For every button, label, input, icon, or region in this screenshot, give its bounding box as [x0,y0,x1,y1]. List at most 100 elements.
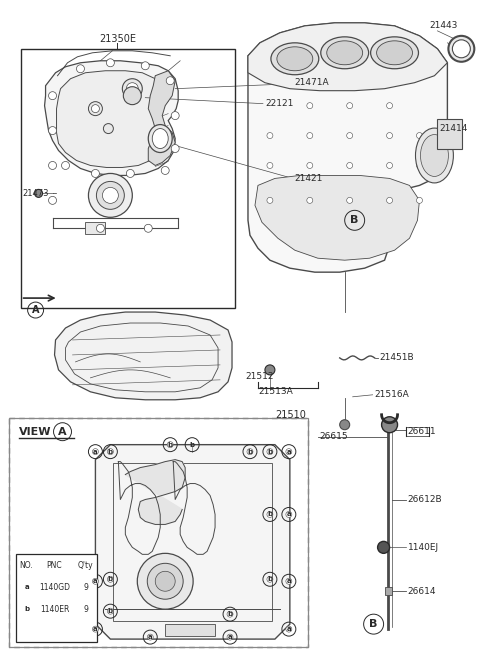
Text: 21421: 21421 [295,174,323,183]
Text: 21510: 21510 [275,410,306,420]
Circle shape [340,420,350,430]
Circle shape [76,65,84,73]
Circle shape [88,174,132,217]
Text: 26615: 26615 [320,432,348,441]
Text: A: A [32,305,39,315]
Circle shape [137,553,193,609]
Text: Q'ty: Q'ty [78,561,93,570]
Text: a: a [24,584,29,590]
Text: b: b [267,512,273,517]
Bar [165,624,215,636]
Text: B: B [350,215,359,225]
Text: 21512: 21512 [245,372,274,381]
Text: 26612B: 26612B [408,495,442,504]
Circle shape [267,576,273,582]
Polygon shape [55,312,232,400]
Text: 26614: 26614 [408,587,436,596]
Circle shape [347,162,353,168]
Circle shape [91,105,99,113]
Ellipse shape [277,47,313,71]
Circle shape [93,449,98,455]
Circle shape [417,162,422,168]
Text: 21471A: 21471A [295,78,329,87]
Circle shape [171,145,179,153]
Circle shape [48,92,57,100]
Circle shape [347,103,353,109]
Text: PNC: PNC [47,561,62,570]
Polygon shape [248,23,447,272]
Circle shape [88,102,102,116]
Text: a: a [93,449,98,455]
Text: b: b [247,449,252,455]
Text: b: b [190,441,195,447]
Text: a: a [93,578,98,584]
Text: 21473: 21473 [23,189,49,198]
Bar [384,588,392,595]
Circle shape [417,132,422,139]
Text: a: a [93,626,98,632]
Bar [437,119,462,149]
Circle shape [155,571,175,591]
Circle shape [144,224,152,233]
Polygon shape [57,71,163,168]
Circle shape [96,181,124,210]
Circle shape [307,197,313,203]
Polygon shape [148,71,175,166]
Circle shape [166,77,174,84]
Ellipse shape [271,43,319,75]
Text: 21516A: 21516A [374,390,409,400]
Circle shape [171,111,179,120]
Text: 21443: 21443 [430,22,458,30]
Text: 22121: 22121 [265,99,293,108]
Circle shape [286,512,292,517]
Polygon shape [125,460,185,525]
Text: 1140EJ: 1140EJ [408,543,439,552]
Bar [85,222,106,234]
Text: b: b [108,576,113,582]
Circle shape [378,542,390,553]
Circle shape [286,578,292,584]
Text: 21513A: 21513A [258,387,293,396]
Text: b: b [267,449,273,455]
Circle shape [286,449,292,455]
Circle shape [161,166,169,174]
Circle shape [108,449,113,455]
Circle shape [382,417,397,433]
Text: A: A [58,426,67,437]
Circle shape [307,132,313,139]
Ellipse shape [148,124,172,153]
Ellipse shape [371,37,419,69]
Circle shape [267,162,273,168]
Circle shape [386,197,393,203]
Text: B: B [370,619,378,629]
Polygon shape [255,176,420,260]
Circle shape [227,611,233,617]
Circle shape [267,449,273,455]
Text: b: b [267,576,273,582]
Circle shape [265,365,275,375]
Circle shape [307,103,313,109]
Circle shape [48,126,57,134]
Circle shape [107,59,114,67]
Circle shape [267,197,273,203]
Text: 21350E: 21350E [99,34,136,44]
Circle shape [386,103,393,109]
Circle shape [286,626,292,632]
Circle shape [417,197,422,203]
Text: 1140GD: 1140GD [39,583,70,591]
Text: b: b [168,441,173,447]
Ellipse shape [448,36,474,62]
Text: a: a [287,512,291,517]
Bar [16,554,97,642]
Polygon shape [248,23,447,90]
Text: a: a [228,634,232,640]
Circle shape [386,132,393,139]
Text: b: b [228,611,233,617]
Circle shape [61,162,70,170]
Bar [9,418,308,647]
Circle shape [386,162,393,168]
Ellipse shape [377,41,412,65]
Circle shape [347,197,353,203]
Text: a: a [287,449,291,455]
Text: 21414: 21414 [439,124,468,133]
